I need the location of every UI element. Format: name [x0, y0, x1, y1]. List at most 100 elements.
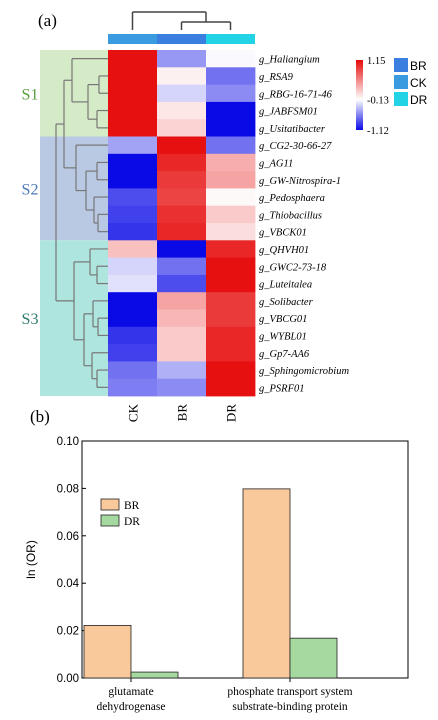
- heatmap-cell: [108, 67, 158, 85]
- row-label: g_GWC2-73-18: [259, 262, 327, 273]
- heatmap-cell: [157, 136, 207, 155]
- heatmap-cell: [206, 153, 256, 172]
- x-category-label-line: substrate-binding protein: [232, 701, 348, 713]
- heatmap-cell: [108, 136, 158, 155]
- bar-legend-label-dr: DR: [124, 516, 140, 528]
- heatmap-cell: [206, 205, 256, 224]
- legend-swatch-dr: [394, 92, 408, 106]
- heatmap-cell: [108, 188, 158, 207]
- heatmap-cell: [108, 361, 158, 380]
- row-label: g_RBG-16-71-46: [259, 89, 333, 100]
- heatmap-cell: [206, 101, 256, 120]
- group-band-s1: [40, 50, 108, 137]
- heatmap-cell: [157, 171, 207, 189]
- heatmap-cell: [108, 171, 158, 189]
- y-tick-label: 0.08: [57, 483, 79, 495]
- legend-swatch-ck: [394, 75, 408, 89]
- column-label: DR: [224, 404, 239, 422]
- bar-dr: [130, 671, 179, 679]
- heatmap-cell: [108, 84, 158, 103]
- heatmap-cell: [157, 240, 207, 258]
- heatmap-cell: [108, 50, 158, 68]
- y-tick-label: 0.04: [57, 578, 80, 590]
- row-label: g_Solibacter: [259, 297, 314, 308]
- heatmap-cell: [157, 344, 207, 362]
- bar-legend-swatch-br: [100, 498, 120, 511]
- heatmap-cell: [157, 101, 207, 120]
- heatmap-cell: [157, 67, 207, 85]
- heatmap-cell: [206, 84, 256, 103]
- heatmap-cell: [108, 274, 158, 293]
- legend-label-ck: CK: [410, 76, 427, 90]
- heatmap-cell: [157, 326, 207, 345]
- heatmap-cell: [108, 240, 158, 258]
- heatmap-cell: [108, 309, 158, 328]
- bar-chart-panel: 0.00 0.02 0.04 0.06 0.08 0.10 ln (OR) glutamate…: [24, 436, 409, 713]
- panel-b-label: (b): [30, 407, 50, 426]
- row-label: g_CG2-30-66-27: [259, 141, 332, 152]
- color-scale-label: 1.15: [367, 56, 385, 67]
- x-category-label-line: phosphate transport system: [227, 686, 352, 698]
- row-label: g_Gp7-AA6: [259, 349, 310, 360]
- heatmap-cell: [206, 274, 256, 293]
- heatmap-cell: [157, 309, 207, 328]
- column-annotation-br: [157, 34, 206, 44]
- heatmap-cell: [206, 223, 256, 241]
- row-label: g_GW-Nitrospira-1: [259, 176, 341, 187]
- row-label: g_Usitatibacter: [259, 124, 326, 135]
- x-category-label-line: dehydrogenase: [97, 701, 166, 713]
- heatmap-cell: [206, 344, 256, 362]
- heatmap-cell: [157, 274, 207, 293]
- heatmap-cell: [206, 326, 256, 345]
- heatmap-cell: [206, 119, 256, 137]
- heatmap-cell: [157, 292, 207, 310]
- group-label-s3: S3: [22, 311, 39, 328]
- bar-br: [242, 488, 291, 679]
- row-label: g_Pedosphaera: [259, 193, 325, 204]
- color-scale-bar: [356, 60, 363, 130]
- heatmap-cell: [206, 240, 256, 258]
- row-label: g_RSA9: [259, 72, 294, 83]
- heatmap-cell: [157, 205, 207, 224]
- bar-legend-label-br: BR: [124, 500, 140, 512]
- x-category-label: glutamate dehydrogenase: [97, 686, 166, 713]
- column-label: CK: [126, 403, 141, 422]
- y-tick-label: 0.00: [57, 673, 79, 685]
- heatmap-cell: [108, 326, 158, 345]
- heatmap-cell: [157, 119, 207, 137]
- heatmap-cell: [206, 171, 256, 189]
- heatmap-cell: [157, 50, 207, 68]
- heatmap-cell: [157, 361, 207, 380]
- row-label: g_PSRF01: [259, 383, 305, 394]
- heatmap-cell: [157, 257, 207, 276]
- row-label: g_VBCK01: [259, 228, 307, 239]
- column-label: BR: [175, 404, 190, 422]
- heatmap-cell: [206, 257, 256, 276]
- heatmap-cell: [206, 188, 256, 207]
- heatmap-cell: [108, 223, 158, 241]
- heatmap-cell: [157, 188, 207, 207]
- group-label-s1: S1: [22, 86, 39, 103]
- row-label: g_Haliangium: [259, 55, 320, 66]
- bar-legend-swatch-dr: [100, 514, 120, 527]
- column-annotation-dr: [206, 34, 255, 44]
- column-annotation-ck: [108, 34, 157, 44]
- heatmap-cell: [108, 205, 158, 224]
- row-label: g_AG11: [259, 158, 293, 169]
- panel-a-label: (a): [38, 11, 57, 30]
- heatmap-cell: [157, 153, 207, 172]
- y-tick-label: 0.10: [57, 436, 79, 448]
- heatmap-cell: [108, 119, 158, 137]
- row-dendrogram: [55, 58, 108, 388]
- heatmap-cell: [157, 223, 207, 241]
- row-label: g_Luteitalea: [259, 280, 312, 291]
- row-label: g_Thiobacillus: [259, 210, 322, 221]
- column-dendrogram: [131, 11, 232, 30]
- heatmap-cell: [157, 84, 207, 103]
- color-scale-label: -0.13: [367, 95, 389, 106]
- y-tick-label: 0.02: [57, 626, 79, 638]
- heatmap-cell: [108, 257, 158, 276]
- heatmap-cell: [108, 292, 158, 310]
- heatmap-cell: [206, 50, 256, 68]
